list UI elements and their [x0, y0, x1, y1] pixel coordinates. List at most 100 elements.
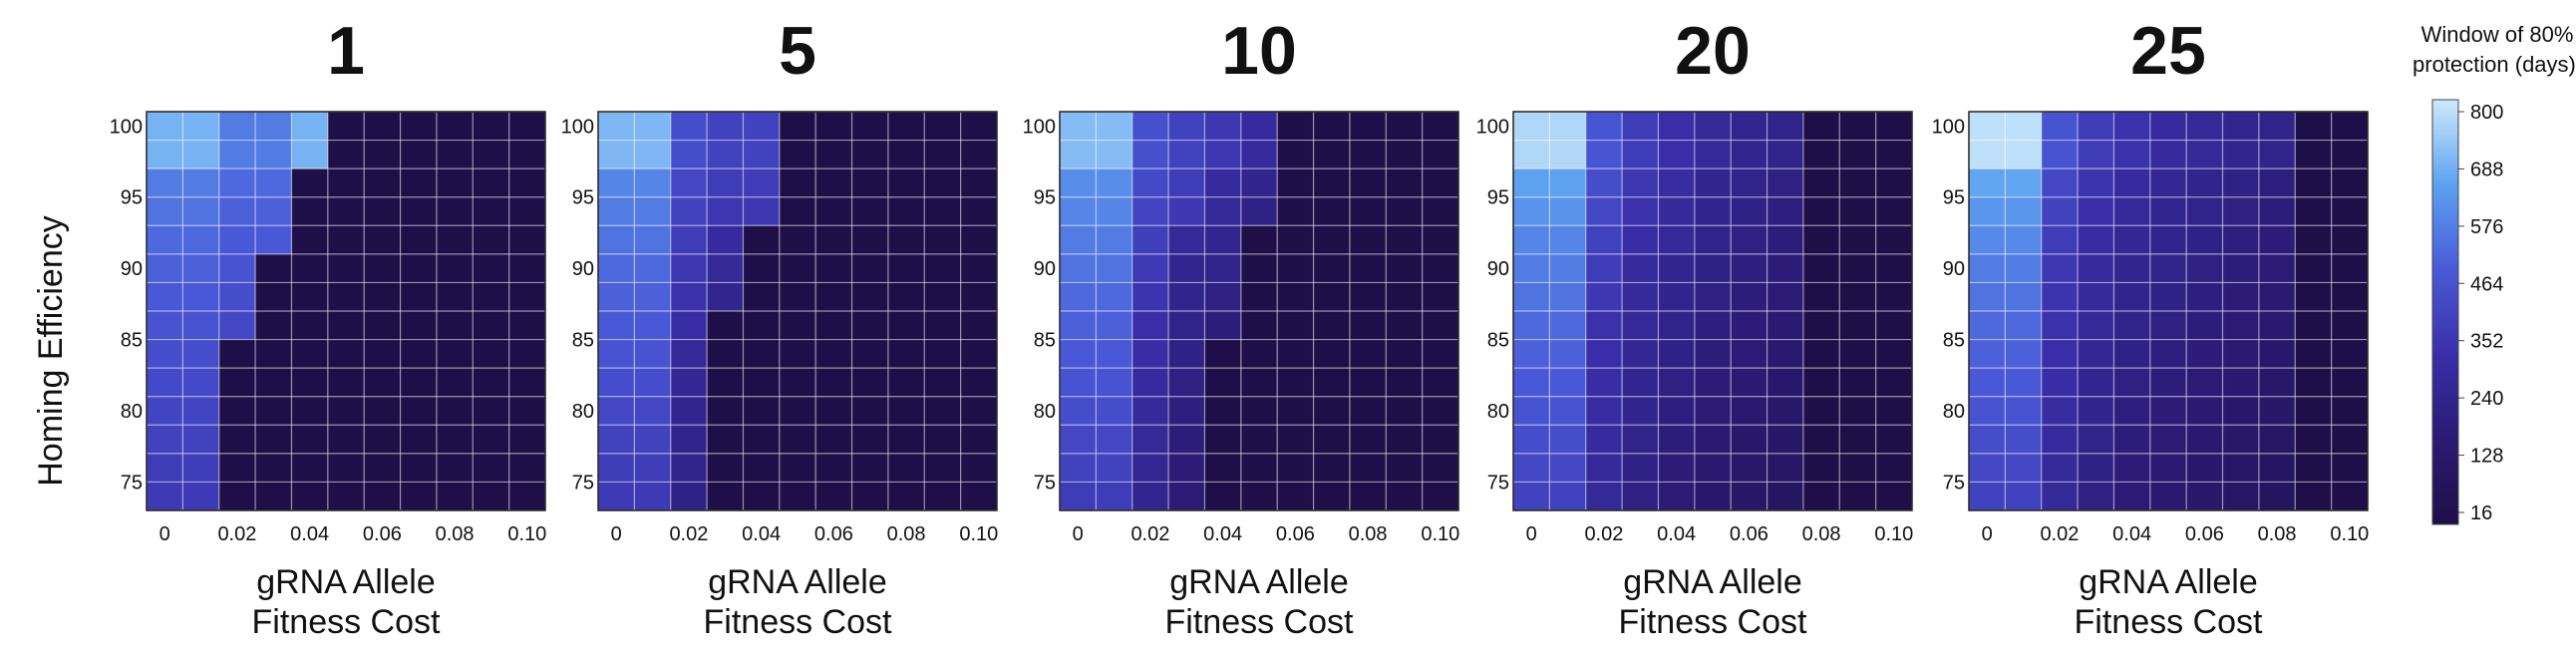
heatmap-cell [2295, 196, 2333, 226]
heatmap-cell [924, 253, 962, 283]
heatmap-cell [1386, 253, 1424, 283]
heatmap-cell [327, 396, 365, 426]
heatmap-cell [1658, 311, 1696, 341]
heatmap-cell [1060, 140, 1097, 169]
heatmap-cell [327, 453, 365, 483]
heatmap-cell [1168, 425, 1205, 455]
heatmap-cell [1349, 425, 1387, 455]
heatmap-cell [779, 425, 816, 455]
heatmap-cell [634, 253, 672, 283]
heatmap-cell [1839, 253, 1877, 283]
heatmap-cell [1168, 196, 1205, 226]
heatmap-cell [436, 368, 474, 398]
heatmap-cell [1096, 140, 1133, 169]
heatmap-cell [2078, 140, 2114, 169]
heatmap-cell [182, 339, 220, 369]
heatmap-cell [1839, 311, 1877, 341]
y-tick-label: 80 [1034, 401, 1056, 423]
heatmap-cell [743, 311, 781, 341]
heatmap-cell [924, 311, 962, 341]
heatmap-cell [1839, 482, 1877, 511]
heatmap-cell [2113, 396, 2151, 426]
heatmap-cell [924, 140, 962, 169]
heatmap-cell [2041, 196, 2079, 226]
heatmap-cell [1658, 225, 1696, 255]
heatmap-cell [924, 282, 962, 312]
heatmap-cell [1096, 396, 1133, 426]
heatmap-cell [436, 253, 474, 283]
heatmap-cell [255, 368, 292, 398]
plot-frame [1968, 111, 2369, 511]
heatmap-cell [1731, 253, 1769, 283]
heatmap-cell [1060, 482, 1097, 511]
heatmap-cell [1839, 225, 1877, 255]
heatmap-cell [2041, 112, 2079, 142]
heatmap-cell [1204, 339, 1242, 369]
plot-frame [597, 111, 998, 511]
heatmap-cell [2258, 112, 2296, 142]
heatmap-cell [1277, 453, 1315, 483]
heatmap-cell [1386, 168, 1424, 198]
heatmap-cell [1313, 482, 1351, 511]
heatmap-cell [1096, 282, 1133, 312]
panel-title: 5 [779, 13, 816, 89]
heatmap-cell [924, 225, 962, 255]
heatmap-cell [1802, 168, 1840, 198]
x-tick-label: 0.06 [363, 523, 402, 545]
heatmap-cell [436, 425, 474, 455]
heatmap-cell [508, 140, 546, 169]
heatmap-cell [2331, 425, 2369, 455]
heatmap-cell [1549, 453, 1587, 483]
heatmap-cell [291, 482, 329, 511]
heatmap-cell [851, 311, 889, 341]
heatmap-cell [2041, 282, 2079, 312]
heatmap-cell [2113, 425, 2151, 455]
heatmap-cell [670, 311, 708, 341]
heatmap-cell [1422, 396, 1459, 426]
heatmap-cell [851, 112, 889, 142]
heatmap-cell [147, 368, 183, 398]
x-tick-label: 0.08 [2258, 523, 2297, 545]
heatmap-cell [887, 396, 925, 426]
heatmap-cell [1513, 282, 1550, 312]
heatmap-cell [1204, 425, 1242, 455]
heatmap-cell [1513, 482, 1550, 511]
heatmap-cell [1313, 339, 1351, 369]
heatmap-cell [147, 482, 183, 511]
heatmap-cell [2078, 225, 2114, 255]
heatmap-cell [1585, 425, 1623, 455]
heatmap-cell [1585, 196, 1623, 226]
heatmap-cell [1802, 425, 1840, 455]
heatmap-cell [1240, 282, 1278, 312]
heatmap-cell [1313, 311, 1351, 341]
x-axis-label-line: Fitness Cost [704, 603, 892, 641]
heatmap-cell [2258, 168, 2296, 198]
heatmap-cell [1131, 453, 1169, 483]
heatmap-cell [218, 311, 256, 341]
heatmap-cell [1060, 453, 1097, 483]
heatmap-panel: 20 100 95 90 85 80 75 0 0.02 0.04 0.06 0.08 0.10 gRNA… [1476, 13, 1914, 641]
heatmap-cell [634, 140, 672, 169]
heatmap-cell [2331, 311, 2369, 341]
colorbar-tick-label: 240 [2470, 388, 2503, 410]
heatmap-cell [2149, 282, 2187, 312]
x-tick-label: 0.08 [1349, 523, 1388, 545]
y-tick-label: 100 [561, 116, 594, 138]
heatmap-cell [1349, 112, 1387, 142]
heatmap-cell [2005, 368, 2043, 398]
heatmap-cell [1802, 453, 1840, 483]
heatmap-cell [1839, 196, 1877, 226]
heatmap-cell [147, 225, 183, 255]
heatmap-cell [1513, 225, 1550, 255]
heatmap-cell [1240, 225, 1278, 255]
heatmap-cell [1731, 311, 1769, 341]
heatmap-cell [1422, 311, 1459, 341]
heatmap-cell [887, 140, 925, 169]
heatmap-cell [743, 168, 781, 198]
heatmap-cell [1513, 168, 1550, 198]
x-tick-label: 0 [1073, 523, 1084, 545]
heatmap-cell [1131, 396, 1169, 426]
heatmap-cell [2005, 311, 2043, 341]
heatmap-cell [960, 196, 998, 226]
